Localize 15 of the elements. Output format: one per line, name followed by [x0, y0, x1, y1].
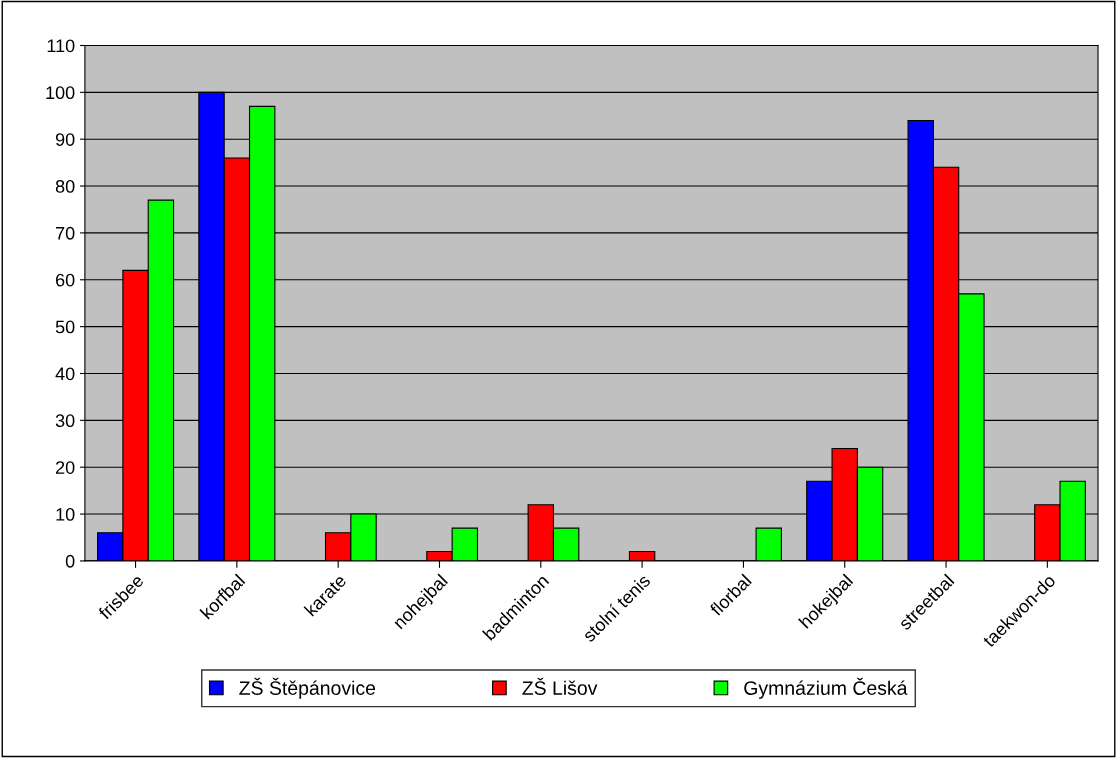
- y-tick-label: 110: [47, 39, 75, 53]
- y-tick-label: 40: [55, 367, 75, 381]
- y-tick-label: 0: [65, 554, 75, 568]
- y-tick-label: 10: [56, 508, 75, 521]
- y-tick-label: 20: [56, 461, 75, 474]
- y-tick-label: 90: [55, 133, 75, 146]
- y-tick-label: 70: [56, 226, 75, 240]
- y-tick-label: 60: [56, 273, 75, 287]
- y-tick-label: 30: [55, 414, 75, 428]
- legend-label: Gymnázium Česká: [744, 677, 908, 699]
- y-tick-label: 100: [46, 86, 75, 100]
- legend-label: ZŠ Lišov: [522, 677, 598, 695]
- y-tick-label: 50: [55, 320, 75, 334]
- legend-label: ZŠ Štěpánovice: [239, 677, 376, 699]
- y-tick-label: 80: [55, 179, 75, 193]
